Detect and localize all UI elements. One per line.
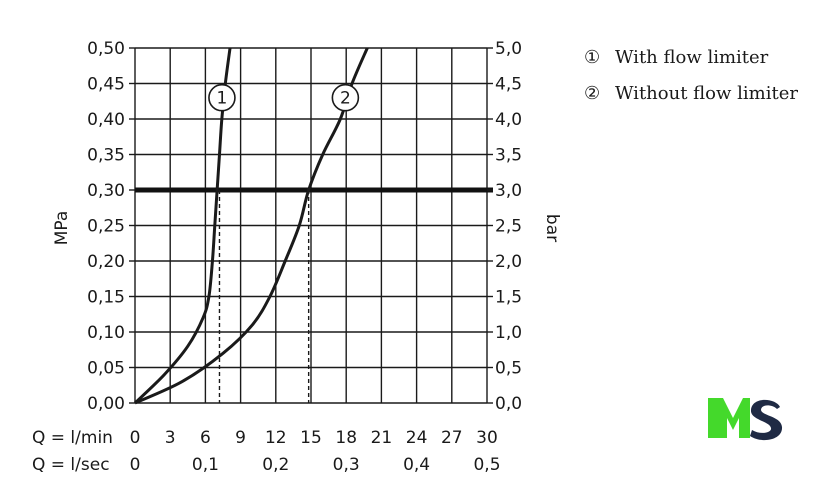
x-tick-label-min: 15 xyxy=(300,428,322,448)
x-scale-label-min: Q = l/min xyxy=(32,428,113,448)
x-tick-label-min: 21 xyxy=(371,428,393,448)
y-tick-label-left: 0,30 xyxy=(87,181,125,201)
y-tick-label-right: 1,5 xyxy=(495,288,522,308)
y-axis-title-right: bar xyxy=(542,214,562,242)
series-line-1 xyxy=(133,47,232,405)
x-tick-label-sec: 0,4 xyxy=(403,455,430,475)
ms-logo xyxy=(708,398,783,441)
y-tick-label-left: 0,15 xyxy=(87,288,125,308)
y-tick-label-right: 2,5 xyxy=(495,217,522,237)
x-tick-label-min: 12 xyxy=(265,428,287,448)
grid xyxy=(134,47,488,404)
x-tick-label-sec: 0 xyxy=(130,455,141,475)
y-tick-label-left: 0,35 xyxy=(87,146,125,166)
series-marker-circle-1 xyxy=(208,83,236,112)
legend-label-1: With flow limiter xyxy=(615,47,769,68)
y-tick-label-right: 0,5 xyxy=(495,359,522,379)
y-tick-label-left: 0,20 xyxy=(87,252,125,272)
y-tick-label-left: 0,10 xyxy=(87,323,125,343)
y-tick-label-right: 5,0 xyxy=(495,39,522,59)
legend-label-2: Without flow limiter xyxy=(615,83,798,104)
x-tick-label-min: 3 xyxy=(165,428,176,448)
series-line-2 xyxy=(134,47,369,405)
x-tick-label-min: 9 xyxy=(235,428,246,448)
x-tick-label-min: 24 xyxy=(406,428,428,448)
y-tick-label-right: 1,0 xyxy=(495,323,522,343)
y-tick-label-left: 0,40 xyxy=(87,110,125,130)
x-tick-label-min: 27 xyxy=(441,428,463,448)
y-axis-title-left: MPa xyxy=(52,211,72,246)
dropline-group xyxy=(218,190,310,403)
series-marker-label-1: 1 xyxy=(217,89,228,109)
legend: ① With flow limiter ② Without flow limit… xyxy=(584,47,798,104)
x-tick-label-sec: 0,3 xyxy=(333,455,360,475)
x-tick-label-min: 0 xyxy=(130,428,141,448)
tick-labels: 0,000,050,100,150,200,250,300,350,400,45… xyxy=(87,39,522,475)
y-tick-label-left: 0,45 xyxy=(87,75,125,95)
y-tick-label-right: 3,0 xyxy=(495,181,522,201)
y-tick-label-left: 0,50 xyxy=(87,39,125,59)
plot-frame xyxy=(129,47,493,404)
y-tick-label-right: 2,0 xyxy=(495,252,522,272)
x-tick-label-sec: 0,1 xyxy=(192,455,219,475)
y-tick-label-right: 3,5 xyxy=(495,146,522,166)
x-tick-label-min: 6 xyxy=(200,428,211,448)
legend-symbol-1: ① xyxy=(584,47,600,68)
y-tick-label-left: 0,00 xyxy=(87,394,125,414)
x-tick-label-sec: 0,5 xyxy=(473,455,500,475)
x-tick-label-min: 18 xyxy=(335,428,357,448)
y-tick-label-left: 0,05 xyxy=(87,359,125,379)
series-marker-label-2: 2 xyxy=(340,89,351,109)
y-tick-label-right: 0,0 xyxy=(495,394,522,414)
y-tick-label-left: 0,25 xyxy=(87,217,125,237)
x-scale-label-sec: Q = l/sec xyxy=(32,455,110,475)
x-tick-label-min: 30 xyxy=(476,428,498,448)
y-tick-label-right: 4,5 xyxy=(495,75,522,95)
legend-symbol-2: ② xyxy=(584,83,600,104)
x-tick-label-sec: 0,2 xyxy=(262,455,289,475)
series-marker-circle-2 xyxy=(331,83,360,112)
y-tick-label-right: 4,0 xyxy=(495,110,522,130)
